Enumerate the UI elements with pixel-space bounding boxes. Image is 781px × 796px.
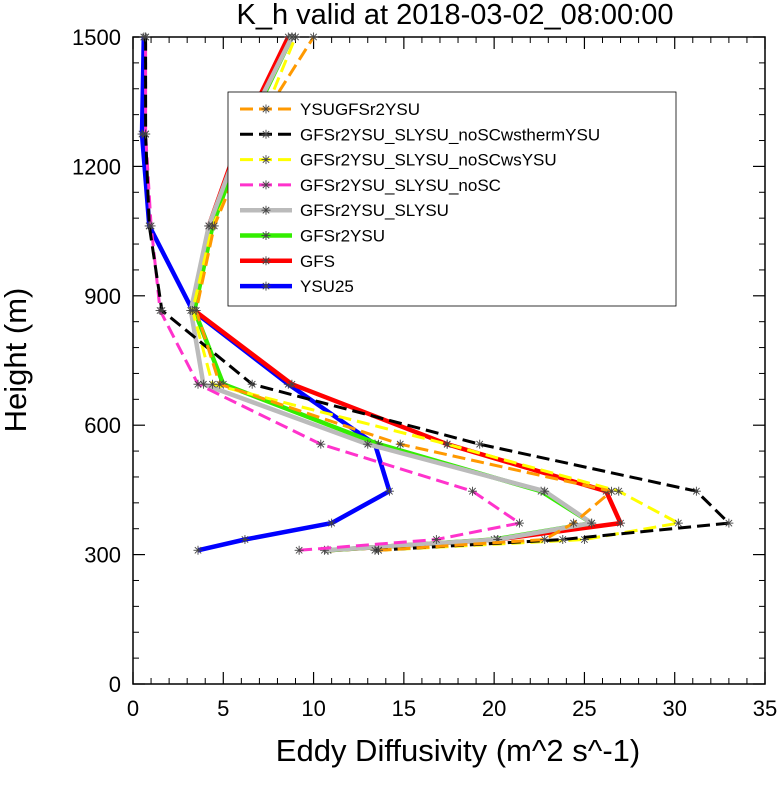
data-point-marker xyxy=(157,305,167,315)
legend-marker xyxy=(261,180,271,190)
legend-label: GFSr2YSU_SLYSU xyxy=(300,201,449,220)
data-point-marker xyxy=(467,486,477,496)
legend-entry-gfs: GFS xyxy=(240,252,335,271)
legend-marker xyxy=(261,281,271,291)
legend-marker xyxy=(261,104,271,114)
legend-marker xyxy=(261,205,271,215)
data-point-marker xyxy=(540,486,550,496)
x-tick-label: 0 xyxy=(127,696,139,721)
legend-entry-gfsr2ysu-slysu-noscwsysu: GFSr2YSU_SLYSU_noSCwsYSU xyxy=(240,151,557,170)
x-tick-label: 35 xyxy=(753,696,777,721)
data-point-marker xyxy=(374,545,384,555)
data-point-marker xyxy=(327,518,337,528)
data-point-marker xyxy=(291,32,301,42)
data-point-marker xyxy=(144,221,154,231)
legend-entry-gfsr2ysu-slysu-nosc: GFSr2YSU_SLYSU_noSC xyxy=(240,176,501,195)
plot-frame xyxy=(132,36,766,685)
series-line-gfsr2ysu-slysu xyxy=(188,35,594,553)
plot-area xyxy=(132,36,766,685)
data-point-marker xyxy=(616,518,626,528)
legend-entry-ysugfsr2ysu: YSUGFSr2YSU xyxy=(240,100,420,119)
y-tick-label: 0 xyxy=(109,672,121,697)
data-point-marker xyxy=(209,221,219,231)
data-point-marker xyxy=(587,518,597,528)
data-point-marker xyxy=(363,439,373,449)
data-point-marker xyxy=(514,518,524,528)
legend: YSUGFSr2YSU GFSr2YSU_SLYSU_noSCwsthermYSU… xyxy=(227,91,677,307)
legend-marker xyxy=(261,129,271,139)
y-axis-label: Height (m) xyxy=(0,288,33,433)
data-point-marker xyxy=(431,535,441,545)
x-tick-label: 25 xyxy=(572,696,596,721)
y-tick-label: 600 xyxy=(84,413,121,438)
data-point-marker xyxy=(316,439,326,449)
legend-entry-ysu25: YSU25 xyxy=(240,277,354,296)
legend-box xyxy=(227,91,677,307)
data-point-marker xyxy=(215,379,225,389)
legend-entry-gfsr2ysu: GFSr2YSU xyxy=(240,227,385,246)
data-point-marker xyxy=(558,535,568,545)
x-axis-label: Eddy Diffusivity (m^2 s^-1) xyxy=(276,733,640,768)
legend-entry-gfsr2ysu-slysu: GFSr2YSU_SLYSU xyxy=(240,201,449,220)
data-point-marker xyxy=(193,379,203,389)
legend-label: GFSr2YSU xyxy=(300,227,385,246)
y-tick-label: 1200 xyxy=(72,154,121,179)
legend-label: GFSr2YSU_SLYSU_noSCwsthermYSU xyxy=(300,125,600,144)
legend-marker xyxy=(261,155,271,165)
data-point-marker xyxy=(141,129,151,139)
x-tick-label: 10 xyxy=(301,696,325,721)
data-point-marker xyxy=(579,535,589,545)
data-point-marker xyxy=(569,518,579,528)
data-point-marker xyxy=(141,32,151,42)
data-point-marker xyxy=(207,379,217,389)
legend-marker xyxy=(261,231,271,240)
series-line-gfsr2ysu-slysu-noscwsthermysu xyxy=(144,37,731,552)
legend-entry-gfsr2ysu-slysu-noscwsthermysu: GFSr2YSU_SLYSU_noSCwsthermYSU xyxy=(240,125,600,144)
x-tick-label: 30 xyxy=(662,696,686,721)
legend-label: GFSr2YSU_SLYSU_noSC xyxy=(300,176,501,195)
series-gfsr2ysu-slysu-noscwsthermysu xyxy=(141,32,734,555)
legend-label: YSU25 xyxy=(300,277,354,296)
data-point-marker xyxy=(691,486,701,496)
data-point-marker xyxy=(294,545,304,555)
legend-label: YSUGFSr2YSU xyxy=(300,100,420,119)
axis-ticks: 0 5 10 15 20 25 30 35 0 300 600 900 1200 1500 xyxy=(72,25,777,721)
data-point-marker xyxy=(240,535,250,545)
data-point-marker xyxy=(724,518,734,528)
y-tick-label: 900 xyxy=(84,284,121,309)
data-point-marker xyxy=(247,379,257,389)
legend-label: GFSr2YSU_SLYSU_noSCwsYSU xyxy=(300,151,557,170)
x-tick-label: 20 xyxy=(482,696,506,721)
data-point-marker xyxy=(540,535,550,545)
data-point-marker xyxy=(287,379,297,389)
data-point-marker xyxy=(395,439,405,449)
x-tick-label: 15 xyxy=(392,696,416,721)
chart-title: K_h valid at 2018-03-02_08:00:00 xyxy=(237,0,674,31)
data-point-marker xyxy=(384,486,394,496)
series-line-ysugfsr2ysu xyxy=(194,36,613,552)
legend-label: GFS xyxy=(300,252,335,271)
data-point-marker xyxy=(475,439,485,449)
x-tick-label: 5 xyxy=(217,696,229,721)
y-tick-label: 1500 xyxy=(72,25,121,50)
legend-marker xyxy=(261,256,271,266)
data-point-marker xyxy=(607,486,617,496)
y-tick-label: 300 xyxy=(84,543,121,568)
data-point-marker xyxy=(193,545,203,555)
data-point-marker xyxy=(309,32,319,42)
data-point-marker xyxy=(673,518,683,528)
data-point-marker xyxy=(191,305,201,315)
data-point-marker xyxy=(442,439,452,449)
